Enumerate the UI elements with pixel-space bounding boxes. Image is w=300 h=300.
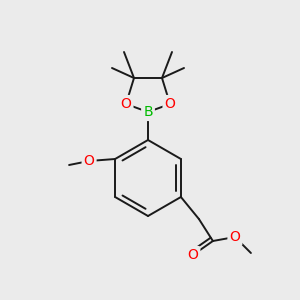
Text: O: O — [165, 97, 176, 111]
Text: O: O — [121, 97, 131, 111]
Text: B: B — [143, 105, 153, 119]
Text: O: O — [230, 230, 240, 244]
Text: O: O — [84, 154, 94, 168]
Text: O: O — [188, 248, 198, 262]
